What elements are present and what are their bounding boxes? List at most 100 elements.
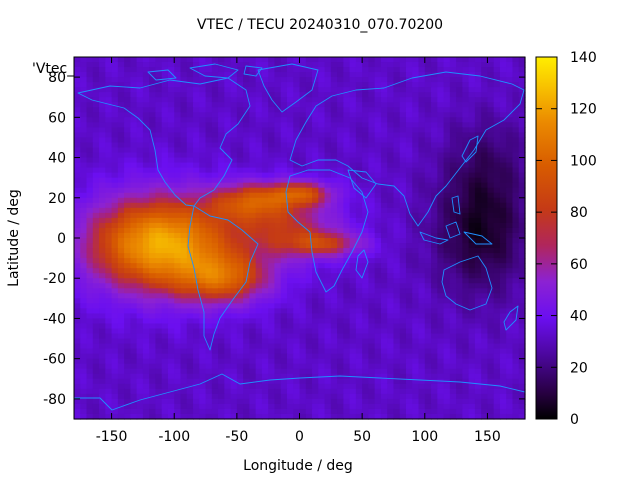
heatmap-cell — [111, 393, 119, 400]
heatmap-cell — [130, 303, 138, 309]
heatmap-cell — [236, 77, 244, 83]
heatmap-cell — [117, 67, 125, 73]
heatmap-cell — [437, 187, 445, 194]
heatmap-cell — [74, 263, 81, 269]
heatmap-cell — [362, 77, 369, 83]
heatmap-cell — [387, 122, 395, 128]
heatmap-cell — [211, 102, 219, 108]
heatmap-cell — [142, 388, 150, 395]
heatmap-cell — [243, 303, 250, 309]
heatmap-cell — [149, 363, 157, 370]
heatmap-cell — [456, 398, 463, 405]
heatmap-cell — [474, 132, 482, 139]
heatmap-cell — [512, 212, 520, 219]
heatmap-cell — [174, 288, 182, 294]
heatmap-cell — [142, 393, 150, 400]
heatmap-cell — [274, 102, 282, 108]
heatmap-cell — [274, 398, 282, 405]
heatmap-cell — [293, 393, 301, 400]
heatmap-cell — [286, 212, 294, 219]
heatmap-cell — [205, 373, 213, 380]
heatmap-cell — [86, 207, 94, 214]
heatmap-cell — [117, 92, 125, 98]
heatmap-cell — [261, 162, 269, 169]
heatmap-cell — [380, 348, 388, 355]
heatmap-cell — [312, 117, 319, 123]
heatmap-cell — [299, 343, 307, 350]
heatmap-cell — [105, 162, 113, 169]
heatmap-cell — [431, 363, 438, 370]
heatmap-cell — [362, 212, 369, 219]
heatmap-cell — [387, 192, 395, 199]
heatmap-cell — [499, 348, 507, 355]
heatmap-cell — [324, 243, 332, 249]
heatmap-cell — [506, 328, 514, 335]
heatmap-cell — [312, 388, 319, 395]
heatmap-cell — [136, 132, 144, 139]
heatmap-cell — [274, 318, 282, 325]
heatmap-cell — [487, 97, 495, 103]
heatmap-cell — [499, 207, 507, 214]
heatmap-cell — [218, 177, 225, 184]
heatmap-cell — [80, 263, 88, 269]
heatmap-cell — [130, 102, 138, 108]
heatmap-cell — [393, 353, 401, 360]
heatmap-cell — [255, 278, 263, 284]
heatmap-cell — [180, 238, 188, 244]
heatmap-cell — [418, 393, 426, 400]
heatmap-cell — [324, 298, 332, 304]
heatmap-cell — [174, 308, 182, 315]
heatmap-cell — [324, 137, 332, 144]
heatmap-cell — [343, 358, 351, 365]
heatmap-cell — [481, 288, 489, 294]
heatmap-cell — [249, 398, 257, 405]
heatmap-cell — [474, 388, 482, 395]
heatmap-cell — [205, 127, 213, 134]
heatmap-cell — [155, 62, 163, 68]
heatmap-cell — [499, 288, 507, 294]
heatmap-cell — [230, 217, 238, 224]
heatmap-cell — [249, 268, 257, 274]
heatmap-cell — [293, 368, 301, 375]
heatmap-cell — [105, 132, 113, 139]
heatmap-cell — [506, 192, 514, 199]
heatmap-cell — [418, 308, 426, 315]
heatmap-cell — [518, 67, 526, 73]
heatmap-cell — [412, 217, 420, 224]
heatmap-cell — [280, 152, 288, 159]
heatmap-cell — [130, 77, 138, 83]
heatmap-cell — [343, 323, 351, 330]
heatmap-cell — [443, 273, 451, 279]
heatmap-cell — [418, 72, 426, 78]
heatmap-cell — [193, 207, 200, 214]
heatmap-cell — [437, 107, 445, 113]
heatmap-cell — [487, 368, 495, 375]
heatmap-cell — [243, 77, 250, 83]
heatmap-cell — [280, 57, 288, 63]
heatmap-cell — [111, 338, 119, 345]
heatmap-cell — [155, 217, 163, 224]
heatmap-cell — [312, 378, 319, 385]
heatmap-cell — [343, 157, 351, 164]
heatmap-cell — [456, 313, 463, 320]
heatmap-cell — [105, 122, 113, 128]
heatmap-cell — [412, 142, 420, 149]
heatmap-cell — [499, 157, 507, 164]
heatmap-cell — [506, 157, 514, 164]
heatmap-cell — [149, 222, 157, 229]
heatmap-cell — [393, 142, 401, 149]
heatmap-cell — [481, 182, 489, 189]
heatmap-cell — [337, 202, 344, 209]
heatmap-cell — [224, 328, 232, 335]
heatmap-cell — [105, 393, 113, 400]
heatmap-cell — [186, 177, 194, 184]
heatmap-cell — [499, 373, 507, 380]
heatmap-cell — [368, 328, 376, 335]
heatmap-cell — [117, 298, 125, 304]
heatmap-cell — [268, 127, 276, 134]
heatmap-cell — [493, 232, 501, 239]
heatmap-cell — [130, 227, 138, 234]
heatmap-cell — [105, 398, 113, 405]
heatmap-cell — [462, 162, 470, 169]
heatmap-cell — [462, 117, 470, 123]
